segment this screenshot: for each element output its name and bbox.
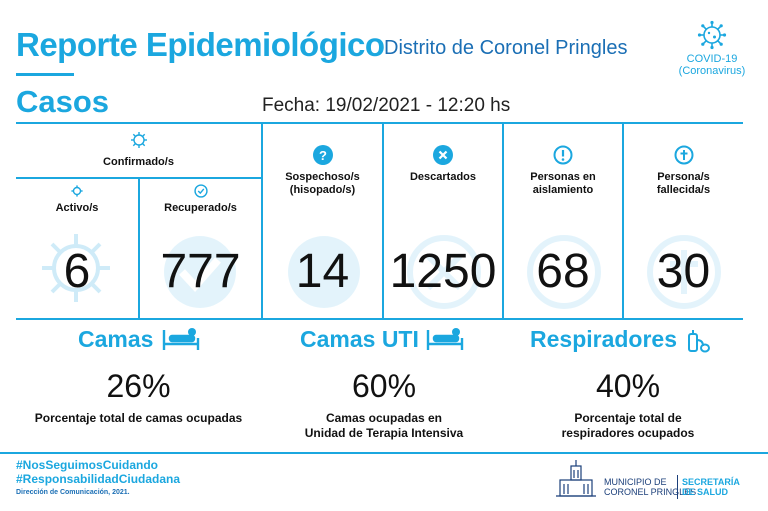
camas-uti-title: Camas UTI (300, 326, 419, 352)
question-icon: ? (312, 145, 333, 165)
footer-logo-divider (677, 475, 678, 499)
secretaria-label: SECRETARÍA DE SALUD (682, 477, 740, 497)
recuperados-label: Recuperado/s (164, 202, 237, 214)
respiradores-desc-2: respiradores ocupados (561, 426, 695, 440)
secretaria-line-2: DE SALUD (682, 487, 729, 497)
respiradores-pct: 40% (595, 368, 661, 404)
table-top-line (16, 122, 743, 124)
respiradores-desc: Porcentaje total de respiradores ocupado… (506, 411, 750, 441)
municipio-line-1: MUNICIPIO DE (604, 477, 667, 487)
report-date: Fecha: 19/02/2021 - 12:20 hs (262, 95, 511, 116)
municipio-label: MUNICIPIO DE CORONEL PRINGLES (604, 477, 696, 497)
activos-header: Activo/s (16, 184, 138, 215)
casos-title: Casos (16, 84, 110, 119)
camas-pct: 26% (106, 368, 171, 404)
fallecidos-value: 30 (656, 245, 711, 298)
svg-text:?: ? (319, 148, 327, 163)
fallecidos-header: Persona/s fallecida/s (624, 145, 743, 197)
col-divider-4 (502, 122, 504, 318)
virus-icon (42, 234, 110, 302)
col-divider-5 (622, 122, 624, 318)
camas-uti-desc-2: Unidad de Terapia Intensiva (304, 426, 464, 440)
check-icon (193, 184, 208, 198)
descartados-label: Descartados (409, 171, 477, 183)
camas-uti-desc: Camas ocupadas en Unidad de Terapia Inte… (262, 411, 506, 441)
x-icon (407, 235, 481, 309)
col-divider-1 (138, 177, 140, 318)
sospechosos-label-1: Sospechoso/s (285, 171, 360, 183)
activos-value: 6 (63, 245, 91, 298)
secretaria-line-1: SECRETARÍA (682, 477, 740, 487)
recuperados-value: 777 (160, 245, 241, 298)
camas-title: Camas (78, 326, 154, 352)
check-icon (164, 236, 236, 308)
virus-icon (697, 20, 727, 50)
camas-uti-desc-1: Camas ocupadas en (325, 411, 443, 425)
exclamation-icon (527, 235, 601, 309)
aislamiento-value: 68 (536, 245, 590, 298)
x-icon (433, 145, 453, 165)
footer-divider (0, 452, 768, 454)
page-title: Reporte Epidemiológico (16, 26, 385, 63)
covid-logo: COVID-19 (Coronavirus) (676, 20, 748, 77)
confirmados-label: Confirmado/s (103, 156, 174, 168)
aislamiento-label-1: Personas en (530, 171, 596, 183)
bed-icon (162, 328, 200, 350)
aislamiento-label-2: aislamiento (532, 184, 594, 196)
cross-icon (674, 145, 693, 165)
hashtag-2: #ResponsabilidadCiudadana (16, 472, 181, 486)
covid-sublabel: (Coronavirus) (678, 65, 746, 77)
camas-uti-pct: 60% (351, 368, 417, 404)
confirmados-header: Confirmado/s (16, 130, 261, 169)
aislamiento-header: Personas en aislamiento (504, 145, 622, 197)
footer-credit: Dirección de Comunicación, 2021. (16, 489, 130, 496)
sospechosos-label-2: (hisopado/s) (289, 184, 356, 196)
virus-icon (130, 132, 147, 148)
exclamation-icon (553, 145, 573, 165)
fallecidos-label-2: fallecida/s (656, 184, 711, 196)
sospechosos-value: 14 (295, 245, 350, 298)
col-divider-2 (261, 122, 263, 318)
title-underline (16, 73, 74, 76)
question-icon (288, 236, 360, 308)
cross-icon (647, 235, 721, 309)
virus-icon (71, 185, 83, 197)
respiradores-title: Respiradores (530, 326, 678, 352)
descartados-header: Descartados (384, 145, 502, 184)
col-divider-3 (382, 122, 384, 318)
fallecidos-label-1: Persona/s (657, 171, 710, 183)
page-subtitle: Distrito de Coronel Pringles (384, 37, 628, 59)
activos-label: Activo/s (55, 202, 99, 214)
descartados-value: 1250 (389, 245, 497, 298)
building-icon (556, 460, 596, 497)
respiradores-desc-1: Porcentaje total de (574, 411, 682, 425)
respirator-icon (688, 330, 710, 353)
sospechosos-header: ? Sospechoso/s (hisopado/s) (263, 145, 382, 197)
municipio-line-2: CORONEL PRINGLES (604, 487, 697, 497)
covid-label: COVID-19 (686, 53, 738, 65)
camas-desc: Porcentaje total de camas ocupadas (34, 411, 243, 425)
hashtag-1: #NosSeguimosCuidando (16, 458, 159, 472)
recuperados-header: Recuperado/s (140, 184, 261, 215)
table-bottom-line (16, 318, 743, 320)
bed-icon (426, 328, 464, 350)
